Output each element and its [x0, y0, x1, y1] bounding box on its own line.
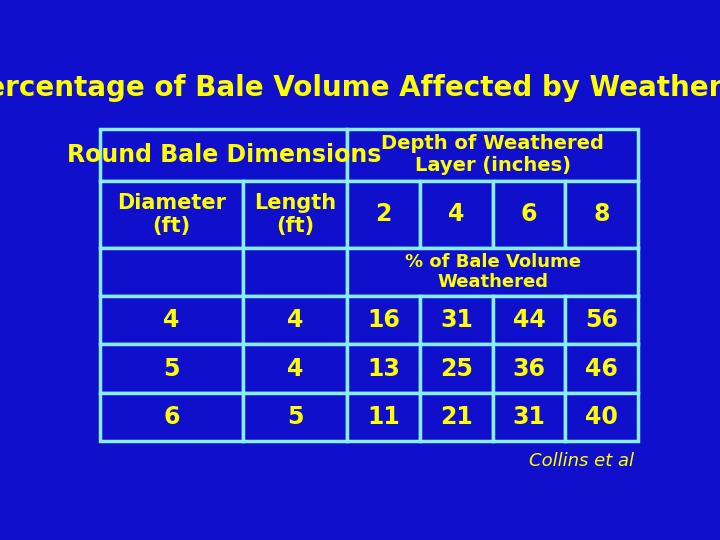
Bar — [492, 393, 565, 441]
Text: 13: 13 — [367, 356, 400, 381]
Text: 4: 4 — [163, 308, 179, 332]
Bar — [348, 129, 638, 181]
Text: Collins et al: Collins et al — [529, 452, 634, 470]
Bar — [420, 393, 492, 441]
Text: 44: 44 — [513, 308, 546, 332]
Bar — [420, 345, 492, 393]
Text: 5: 5 — [163, 356, 179, 381]
Bar — [492, 296, 565, 345]
Text: Percentage of Bale Volume Affected by Weathering: Percentage of Bale Volume Affected by We… — [0, 73, 720, 102]
Bar — [565, 393, 638, 441]
Text: 36: 36 — [513, 356, 546, 381]
Bar — [565, 345, 638, 393]
Text: 16: 16 — [367, 308, 400, 332]
Bar — [100, 181, 243, 248]
Bar — [420, 296, 492, 345]
Text: 11: 11 — [367, 405, 400, 429]
Text: 56: 56 — [585, 308, 618, 332]
Bar — [243, 393, 348, 441]
Bar — [100, 296, 243, 345]
Bar — [100, 393, 243, 441]
Bar — [100, 129, 348, 181]
Text: % of Bale Volume
Weathered: % of Bale Volume Weathered — [405, 253, 581, 291]
Text: Length
(ft): Length (ft) — [254, 193, 336, 236]
Text: Round Bale Dimensions: Round Bale Dimensions — [66, 143, 381, 167]
Bar — [492, 181, 565, 248]
Text: 6: 6 — [163, 405, 179, 429]
Bar — [565, 296, 638, 345]
Text: 6: 6 — [521, 202, 537, 226]
Bar — [243, 181, 348, 248]
Bar — [243, 296, 348, 345]
Text: 8: 8 — [593, 202, 610, 226]
Text: 4: 4 — [449, 202, 464, 226]
Text: 5: 5 — [287, 405, 303, 429]
Text: Depth of Weathered
Layer (inches): Depth of Weathered Layer (inches) — [382, 134, 604, 176]
Bar — [243, 248, 348, 296]
Text: 4: 4 — [287, 356, 303, 381]
Bar — [348, 181, 420, 248]
Text: 46: 46 — [585, 356, 618, 381]
Bar — [420, 181, 492, 248]
Bar — [243, 345, 348, 393]
Bar — [492, 345, 565, 393]
Text: 31: 31 — [513, 405, 546, 429]
Text: 21: 21 — [440, 405, 473, 429]
Text: 4: 4 — [287, 308, 303, 332]
Bar — [348, 345, 420, 393]
Bar — [348, 296, 420, 345]
Text: 25: 25 — [440, 356, 473, 381]
Bar — [100, 248, 243, 296]
Bar — [348, 393, 420, 441]
Bar — [100, 345, 243, 393]
Bar — [565, 181, 638, 248]
Text: Diameter
(ft): Diameter (ft) — [117, 193, 226, 236]
Bar — [348, 248, 638, 296]
Text: 2: 2 — [376, 202, 392, 226]
Text: 31: 31 — [440, 308, 473, 332]
Text: 40: 40 — [585, 405, 618, 429]
